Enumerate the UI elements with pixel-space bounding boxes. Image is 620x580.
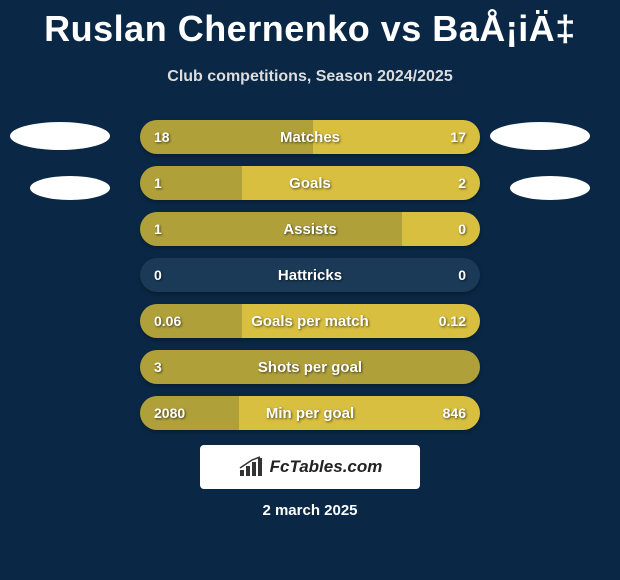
bars-container: 1817Matches 12Goals 10Assists 00Hattricks 0.…	[140, 120, 480, 442]
fctables-logo: FcTables.com	[200, 445, 420, 489]
stat-row: 00Hattricks	[140, 258, 480, 292]
stat-row: 3Shots per goal	[140, 350, 480, 384]
stat-label: Assists	[140, 212, 480, 246]
stat-label: Shots per goal	[140, 350, 480, 384]
chart-icon	[238, 456, 264, 478]
stat-row: 10Assists	[140, 212, 480, 246]
date-label: 2 march 2025	[0, 502, 620, 519]
player-left-ellipse-2	[30, 176, 110, 200]
stat-label: Min per goal	[140, 396, 480, 430]
stat-label: Matches	[140, 120, 480, 154]
logo-text: FcTables.com	[270, 457, 383, 477]
page-title: Ruslan Chernenko vs BaÅ¡iÄ‡	[0, 0, 620, 50]
player-right-ellipse-1	[490, 122, 590, 150]
stat-row: 12Goals	[140, 166, 480, 200]
stat-label: Goals per match	[140, 304, 480, 338]
stat-row: 1817Matches	[140, 120, 480, 154]
player-right-ellipse-2	[510, 176, 590, 200]
stat-row: 0.060.12Goals per match	[140, 304, 480, 338]
stat-label: Goals	[140, 166, 480, 200]
stat-row: 2080846Min per goal	[140, 396, 480, 430]
subtitle: Club competitions, Season 2024/2025	[0, 68, 620, 86]
player-left-ellipse-1	[10, 122, 110, 150]
stat-label: Hattricks	[140, 258, 480, 292]
